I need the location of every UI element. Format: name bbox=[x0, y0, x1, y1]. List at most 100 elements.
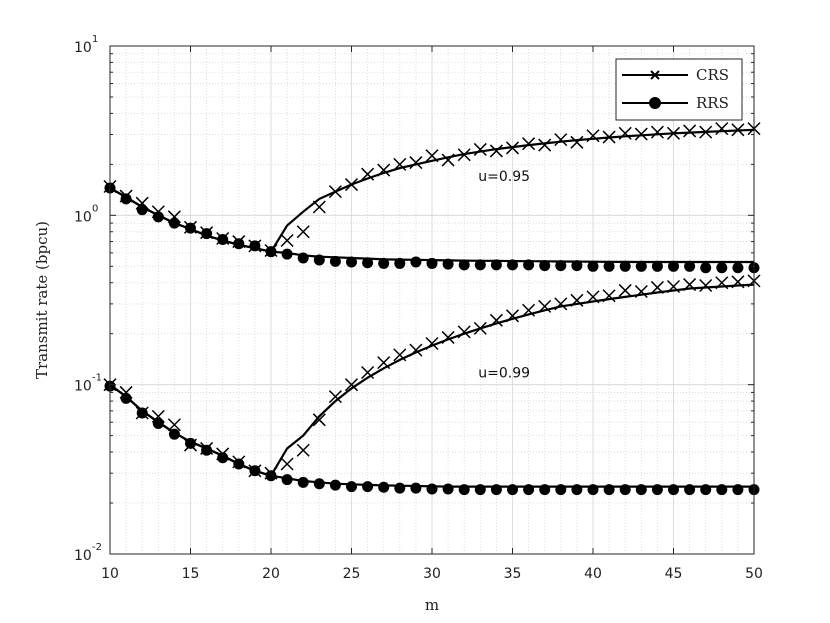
rrs-marker bbox=[732, 484, 744, 496]
rrs-marker bbox=[249, 240, 261, 252]
crs-marker bbox=[666, 126, 681, 140]
crs-marker bbox=[586, 290, 600, 304]
rrs-marker bbox=[555, 484, 567, 496]
rrs-marker bbox=[458, 259, 470, 271]
crs-marker bbox=[570, 135, 584, 149]
rrs-marker bbox=[716, 262, 728, 274]
rrs-marker bbox=[265, 246, 277, 258]
rrs-marker bbox=[362, 481, 374, 493]
crs-marker bbox=[296, 443, 310, 457]
rrs-marker bbox=[201, 444, 213, 456]
rrs-marker bbox=[507, 484, 518, 496]
rrs-marker bbox=[668, 484, 679, 496]
annotation-u095: u=0.95 bbox=[478, 169, 530, 185]
legend-crs-label: CRS bbox=[696, 66, 729, 84]
rrs-marker bbox=[297, 252, 309, 264]
crs-marker bbox=[554, 133, 568, 147]
rrs-marker bbox=[281, 248, 293, 260]
rrs-marker bbox=[684, 260, 696, 272]
crs-marker bbox=[409, 156, 423, 170]
crs-marker bbox=[393, 157, 407, 171]
crs-marker bbox=[296, 225, 310, 239]
crs-marker bbox=[167, 418, 181, 432]
rrs-marker bbox=[442, 483, 454, 495]
rrs-marker bbox=[394, 257, 406, 269]
rrs-marker bbox=[265, 470, 277, 482]
x-tick-label: 10 bbox=[101, 566, 119, 582]
crs-marker bbox=[489, 144, 503, 158]
rrs-marker bbox=[217, 233, 229, 245]
crs-marker bbox=[361, 167, 375, 181]
rrs-marker bbox=[426, 483, 438, 495]
rrs-marker bbox=[700, 262, 712, 274]
rrs-marker bbox=[732, 262, 744, 274]
rrs-marker bbox=[410, 256, 422, 268]
crs-marker bbox=[393, 348, 407, 362]
crs-marker bbox=[505, 309, 520, 323]
rrs-marker bbox=[571, 484, 583, 496]
x-tick-label: 40 bbox=[584, 566, 602, 582]
y-tick-label-base: 10 bbox=[74, 40, 92, 56]
rrs-marker bbox=[651, 484, 663, 496]
y-tick-label: 101 bbox=[74, 34, 98, 56]
crs-marker bbox=[425, 336, 439, 351]
rrs-marker bbox=[346, 256, 357, 268]
crs-marker bbox=[409, 343, 423, 357]
crs-marker bbox=[473, 321, 487, 335]
rrs-marker bbox=[458, 484, 470, 496]
crs-marker bbox=[618, 126, 632, 140]
legend-rrs-label: RRS bbox=[696, 94, 729, 112]
rrs-marker bbox=[619, 484, 631, 496]
rrs-marker bbox=[651, 260, 663, 272]
y-tick-label-base: 10 bbox=[74, 548, 92, 564]
crs-marker bbox=[731, 275, 745, 289]
crs-marker bbox=[312, 200, 326, 214]
rrs-marker bbox=[378, 257, 390, 269]
crs-marker bbox=[699, 125, 713, 139]
crs-marker bbox=[505, 141, 520, 155]
rrs-marker bbox=[587, 484, 599, 496]
rrs-marker bbox=[684, 484, 696, 496]
crs-marker bbox=[602, 289, 616, 303]
crs-marker bbox=[602, 130, 616, 144]
rrs-marker bbox=[523, 259, 535, 271]
x-tick-label: 15 bbox=[182, 566, 200, 582]
crs-marker bbox=[666, 279, 681, 294]
rrs-marker bbox=[185, 437, 196, 449]
x-tick-label: 30 bbox=[423, 566, 441, 582]
rrs-marker bbox=[603, 260, 615, 272]
rrs-marker bbox=[249, 465, 261, 477]
x-tick-label: 50 bbox=[745, 566, 763, 582]
y-tick-label-exponent: 0 bbox=[92, 203, 98, 214]
crs-marker bbox=[683, 124, 697, 138]
x-tick-label: 35 bbox=[504, 566, 522, 582]
rrs-marker bbox=[507, 259, 518, 271]
rrs-marker bbox=[394, 482, 406, 494]
rrs-marker bbox=[136, 407, 148, 419]
y-tick-label-base: 10 bbox=[74, 379, 92, 395]
x-tick-label: 45 bbox=[665, 566, 683, 582]
crs-marker bbox=[715, 122, 729, 136]
rrs-marker bbox=[185, 222, 196, 234]
rrs-marker bbox=[233, 238, 245, 250]
y-tick-label: 10-2 bbox=[74, 542, 102, 564]
rrs-marker bbox=[523, 484, 535, 496]
crs-marker bbox=[328, 185, 342, 199]
crs-marker bbox=[683, 278, 697, 292]
rrs-marker bbox=[490, 484, 502, 496]
rrs-marker bbox=[136, 204, 148, 216]
y-tick-label: 100 bbox=[74, 203, 98, 225]
rrs-marker bbox=[313, 254, 325, 266]
rrs-marker bbox=[668, 260, 679, 272]
rrs-marker bbox=[716, 484, 728, 496]
x-tick-label: 20 bbox=[262, 566, 280, 582]
crs-marker bbox=[441, 330, 455, 344]
rrs-marker bbox=[490, 259, 502, 271]
crs-marker bbox=[344, 178, 359, 192]
rrs-marker bbox=[539, 484, 551, 496]
rrs-marker bbox=[474, 259, 486, 271]
rrs-marker bbox=[217, 452, 229, 464]
rrs-marker bbox=[635, 484, 647, 496]
rrs-marker bbox=[378, 481, 390, 493]
rrs-marker bbox=[152, 417, 164, 429]
